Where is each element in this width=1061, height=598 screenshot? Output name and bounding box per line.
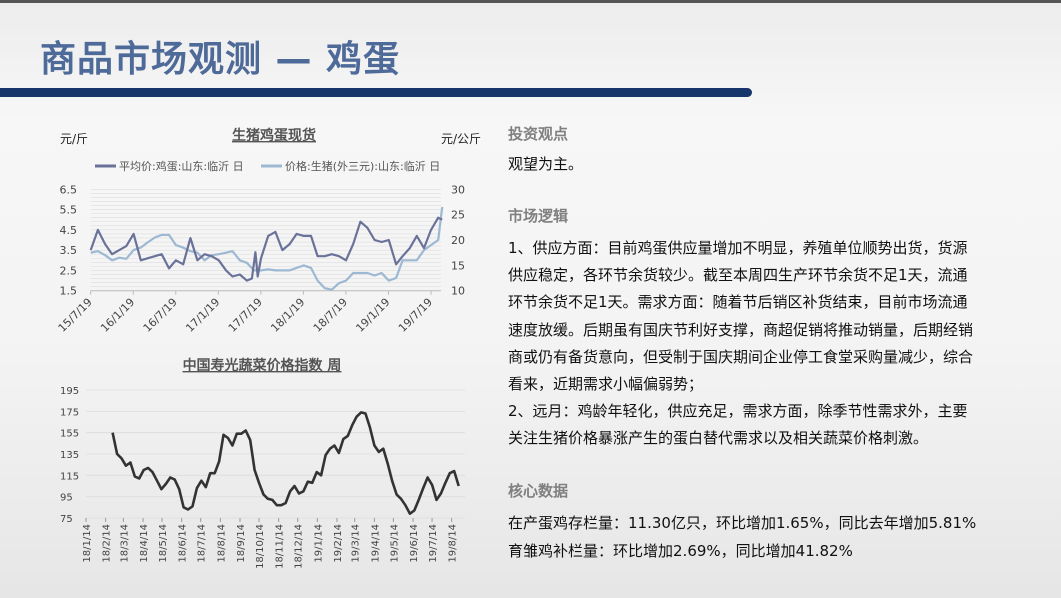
x-tick-label: 18/6/14 [178, 524, 189, 563]
x-tick-label: 18/7/14 [197, 524, 208, 563]
left-axis-unit: 元/斤 [60, 132, 88, 146]
text-line: 看来，近期需求小幅偏弱势； [508, 375, 704, 393]
chart-title: 生猪鸡蛋现货 [232, 127, 316, 144]
x-tick-label: 19/5/14 [389, 524, 400, 563]
x-tick-label: 18/5/14 [158, 524, 169, 563]
investment-view-heading: 投资观点 [508, 125, 569, 143]
chart-title: 中国寿光蔬菜价格指数 周 [183, 357, 342, 374]
text-line: 在产蛋鸡存栏量：11.30亿只，环比增加1.65%，同比去年增加5.81% [508, 514, 977, 532]
y-tick-label: 1.5 [60, 285, 78, 298]
y-tick-label: 75 [60, 514, 73, 525]
vegetable-price-index-chart: 中国寿光蔬菜价格指数 周 195 175 155 135 115 95 75 18/1/14 1… [60, 357, 465, 569]
investment-view-text: 观望为主。 [508, 155, 584, 173]
y2-tick-label: 15 [451, 259, 465, 272]
right-axis-unit: 元/公斤 [441, 132, 481, 146]
pig-egg-spot-chart: 生猪鸡蛋现货 元/斤 元/公斤 平均价:鸡蛋:山东:临沂 日 价格:生猪(外三元… [56, 127, 481, 335]
egg-price-line [89, 216, 443, 282]
x-tick-label: 18/11/14 [275, 524, 286, 569]
y-tick-label: 155 [60, 429, 79, 440]
y-tick-label: 5.5 [60, 204, 78, 217]
x-tick-label: 19/3/14 [351, 524, 362, 563]
y-tick-label: 195 [60, 386, 79, 397]
x-tick-label: 18/3/14 [119, 524, 130, 563]
x-tick-label: 18/1/14 [82, 524, 93, 563]
text-line: 供应稳定，各环节余货较少。截至本周四生产环节余货不足1天，流通 [508, 266, 968, 285]
x-tick-label: 18/10/14 [255, 524, 266, 569]
x-tick-label: 18/12/14 [294, 524, 305, 569]
legend-label-egg: 平均价:鸡蛋:山东:临沂 日 [119, 159, 244, 173]
legend-label-pig: 价格:生猪(外三元):山东:临沂 日 [285, 159, 440, 173]
text-line: 2、远月：鸡龄年轻化，供应充足，需求方面，除季节性需求外，主要 [508, 402, 968, 421]
text-line: 关注生猪价格暴涨产生的蛋白替代需求以及相关蔬菜价格刺激。 [508, 429, 929, 448]
y2-tick-label: 20 [451, 234, 465, 247]
y-tick-label: 95 [60, 493, 73, 504]
text-line: 环节余货不足1天。需求方面：随着节后销区补货结束，目前市场流通 [508, 293, 968, 312]
y-tick-label: 135 [60, 450, 79, 461]
x-tick-label: 19/4/14 [370, 524, 381, 563]
y-tick-label: 6.5 [60, 183, 78, 196]
top-border [0, 0, 1061, 3]
market-logic-heading: 市场逻辑 [508, 207, 569, 225]
x-tick-label: 19/7/14 [428, 524, 439, 563]
title-underline-bar [0, 88, 752, 97]
y2-tick-label: 10 [451, 285, 465, 298]
x-tick-label: 18/4/14 [139, 524, 150, 563]
x-tick-label: 19/2/14 [333, 524, 344, 563]
page-title: 商品市场观测 — 鸡蛋 [40, 39, 401, 80]
y-tick-label: 115 [60, 471, 79, 482]
x-tick-label: 19/1/14 [313, 524, 324, 563]
text-line: 商或仍有备货意向，但受制于国庆期间企业停工食堂采购量减少，综合 [508, 347, 974, 366]
vegetable-index-line [111, 411, 460, 516]
core-data-heading: 核心数据 [508, 482, 569, 500]
y-tick-label: 4.5 [60, 224, 78, 237]
text-line: 1、供应方面：目前鸡蛋供应量增加不明显，养殖单位顺势出货，货源 [508, 239, 968, 257]
x-tick-label: 18/9/14 [236, 524, 247, 563]
x-tick-label: 19/8/14 [448, 524, 459, 563]
x-tick-label: 18/8/14 [216, 524, 227, 563]
text-line: 速度放缓。后期虽有国庆节利好支撑，商超促销将推动销量，后期经销 [508, 320, 974, 339]
x-tick-label: 19/6/14 [409, 524, 420, 563]
y-tick-label: 2.5 [60, 264, 78, 277]
y-tick-label: 175 [60, 407, 79, 418]
y-tick-label: 3.5 [60, 244, 78, 257]
y2-tick-label: 25 [451, 209, 465, 222]
text-line: 育雏鸡补栏量：环比增加2.69%，同比增加41.82% [508, 542, 853, 560]
x-tick-label: 18/2/14 [102, 524, 113, 563]
y2-tick-label: 30 [451, 183, 465, 196]
pig-price-line [90, 206, 444, 291]
